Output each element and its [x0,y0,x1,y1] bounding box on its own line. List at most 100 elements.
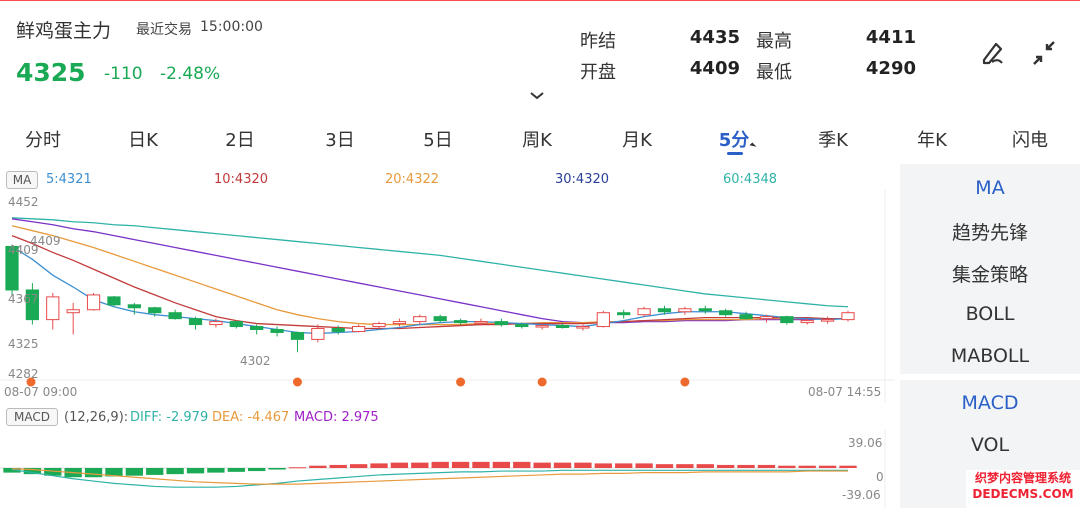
macd-bar [778,465,796,468]
tab-5min[interactable]: 5分 [718,130,750,151]
candle-body [698,308,712,312]
candle-body [678,308,692,313]
macd-bar [757,464,776,468]
tab-day-k[interactable]: 日K [128,130,158,151]
ma30-line [11,218,848,324]
ma-indicator-chip[interactable]: MA [6,171,38,189]
macd-bar [166,468,184,475]
candle-body [413,316,427,323]
macd-bar [839,465,857,468]
current-price: 4325 [16,58,86,87]
macd-bar [207,468,225,473]
candle-body [25,289,40,321]
macd-bar [370,463,388,468]
macd-bar [3,468,21,473]
draw-pen-icon[interactable] [976,36,1010,70]
macd-indicator-chip[interactable]: MACD [6,408,58,426]
candle-body [841,312,855,321]
macd-bar [390,462,409,468]
price-change: -110 [104,64,143,84]
ma5-line [11,245,849,335]
shrink-icon[interactable] [1028,36,1062,70]
ma10-line [11,235,848,330]
candle-body [86,294,101,311]
macd-diff-line [11,468,848,488]
tab-intraday[interactable]: 分时 [25,130,61,151]
macd-bar [309,465,327,468]
macd-bar [696,464,714,468]
candle-body [352,326,366,332]
candle-body [229,321,243,328]
event-marker [680,377,690,387]
period-tabs: 分时 日K 2日 3日 5日 周K 月K 5分 季K 年K 闪电 [0,120,1080,156]
macd-bar [248,468,266,472]
macd-chart[interactable] [0,430,895,508]
candle-body [453,320,468,324]
macd-bar [411,462,429,468]
event-marker [537,377,547,387]
candle-body [596,312,610,328]
macd-bar [125,468,144,476]
macd-bar [349,464,368,468]
candle-body [168,312,182,320]
macd-axis-bottom: -39.06 [842,488,881,502]
instrument-title: 鲜鸡蛋主力 [16,20,112,42]
event-marker [292,377,302,387]
candle-body [392,321,407,325]
time-axis-end: 08-07 14:55 [808,385,882,399]
macd-bar [655,464,674,468]
macd-bar [716,464,735,468]
candle-body [657,308,672,313]
macd-bar [227,468,245,472]
tab-season-k[interactable]: 季K [818,130,848,151]
ma60-legend: 60:4348 [723,172,778,187]
macd-axis-zero: 0 [876,470,884,484]
tab-year-k[interactable]: 年K [917,130,947,151]
indicator-trend-pioneer[interactable]: 趋势先锋 [951,222,1028,244]
candle-body [637,308,651,316]
indicator-boll[interactable]: BOLL [965,303,1015,325]
chevron-down-icon[interactable] [528,87,546,100]
macd-bar [492,461,511,468]
macd-axis-top: 39.06 [848,436,883,450]
low-label: 最低 [756,62,792,83]
candle-body [127,304,141,309]
candle-body [250,326,264,331]
macd-bar [44,468,62,476]
macd-bar [451,461,470,468]
macd-bar [818,465,837,468]
tab-5day[interactable]: 5日 [423,130,453,151]
candle-body [739,314,753,320]
tab-3day[interactable]: 3日 [325,130,355,151]
macd-bar [676,464,694,468]
tab-week-k[interactable]: 周K [522,130,552,151]
price-change-pct: -2.48% [160,64,221,84]
indicator-ma[interactable]: MA [975,177,1005,199]
macd-bar [615,463,633,468]
tab-month-k[interactable]: 月K [622,130,652,151]
price-chart[interactable] [0,190,895,402]
candle-body [780,316,794,324]
last-trade-time: 15:00:00 [200,19,263,35]
candle-body [311,328,325,340]
candle-body [555,325,570,329]
low-value: 4290 [865,58,916,79]
low-marker-label: 4302 [240,354,271,368]
indicator-fund-strategy[interactable]: 集金策略 [951,264,1028,286]
candle-body [66,309,80,314]
candle-body [535,325,549,328]
ma10-legend: 10:4320 [214,172,269,187]
price-axis-top: 4452 [8,195,39,209]
candle-body [331,328,345,332]
tab-flash[interactable]: 闪电 [1012,130,1048,151]
indicator-maboll[interactable]: MABOLL [950,345,1030,367]
candle-body [800,320,814,324]
price-axis-bottom: 4282 [8,367,39,381]
sub-indicator-macd[interactable]: MACD [961,392,1019,414]
candle-body [433,316,447,322]
tab-2day[interactable]: 2日 [225,130,255,151]
candle-body [515,324,529,328]
high-label: 最高 [756,31,792,52]
macd-dea-line [11,468,848,485]
sub-indicator-vol[interactable]: VOL [970,434,1010,456]
